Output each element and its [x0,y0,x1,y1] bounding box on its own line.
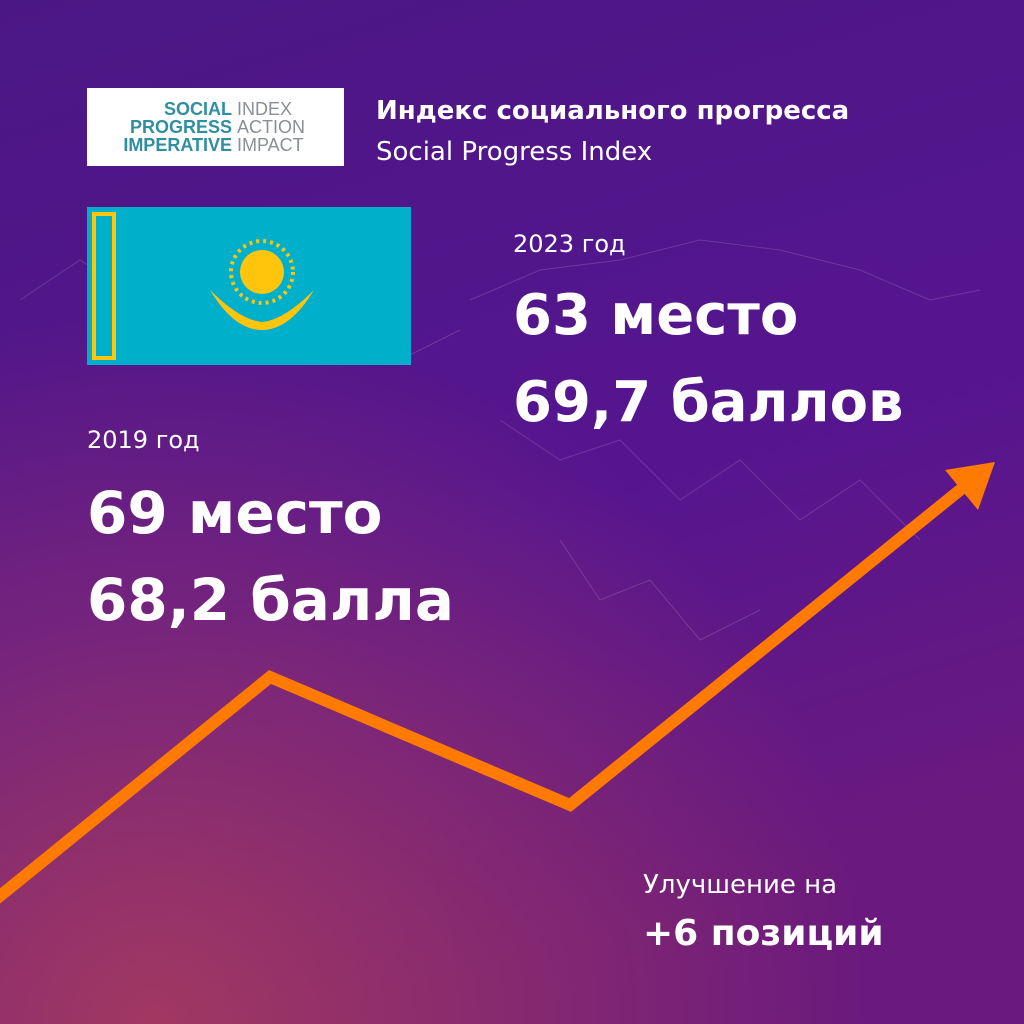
logo-word: ACTION [237,117,306,137]
logo-right: INDEX ACTION IMPACT [237,100,305,154]
logo-word: PROGRESS [129,117,232,137]
trend-arrow [0,462,995,904]
logo-word: IMPERATIVE [123,135,232,155]
score: 69,7 баллов [513,370,904,435]
rank: 63 место [513,283,799,348]
logo-word: SOCIAL [163,99,232,119]
score: 68,2 балла [87,566,455,634]
subtitle: Social Progress Index [376,137,653,167]
improvement-label: Улучшение на [643,870,838,900]
improvement-value: +6 позиций [643,913,884,954]
title: Индекс социального прогресса [376,96,850,126]
logo-word: INDEX [237,99,293,119]
logo-left: SOCIAL PROGRESS IMPERATIVE [123,100,232,154]
year-label: 2019 год [87,426,200,454]
logo: SOCIAL PROGRESS IMPERATIVE INDEX ACTION … [87,88,344,166]
year-label: 2023 год [513,230,626,258]
rank: 69 место [87,479,383,547]
logo-word: IMPACT [237,135,304,155]
flag [87,207,411,365]
